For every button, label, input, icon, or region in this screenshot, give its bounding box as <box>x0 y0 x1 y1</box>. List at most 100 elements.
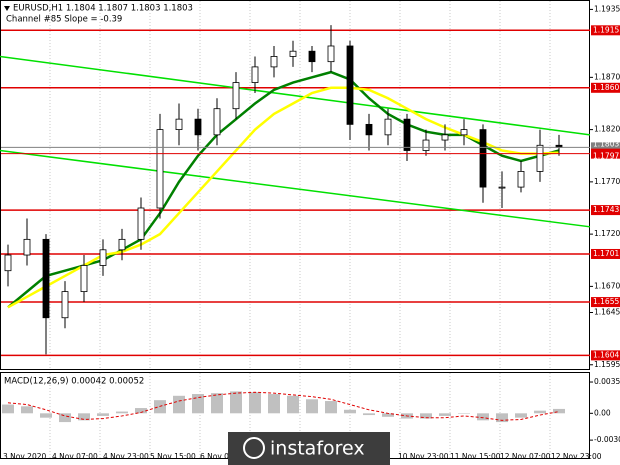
macd-bar <box>249 392 261 414</box>
x-tick-label: 6 Nov 07:00 <box>200 452 246 461</box>
level-label: 1.1860 <box>593 83 619 92</box>
price-label-box <box>591 142 620 153</box>
candle-body <box>289 50 297 57</box>
candle-body <box>137 207 145 240</box>
candle-body <box>270 56 278 68</box>
candle-body <box>403 118 411 151</box>
macd-bar <box>325 401 337 414</box>
macd-bar <box>78 413 90 421</box>
macd-bar <box>553 408 565 414</box>
candle-body <box>213 108 221 136</box>
channel-line <box>0 149 591 228</box>
level-label-box <box>591 297 620 308</box>
macd-bar <box>458 413 470 414</box>
level-label: 1.1604 <box>593 350 619 359</box>
macd-signal <box>7 391 560 421</box>
macd-bar <box>116 411 128 414</box>
candle-body <box>118 238 126 251</box>
candle-body <box>61 291 69 319</box>
macd-y-tick-label: -0.00306 <box>594 435 620 444</box>
price-label: 1.1797 <box>593 152 619 161</box>
macd-bar <box>230 391 242 414</box>
level-label: 1.1701 <box>593 249 619 258</box>
chart-title: EURUSD,H1 1.1804 1.1807 1.1803 1.1803 <box>13 4 193 14</box>
price-label: 1.1803 <box>593 139 619 148</box>
macd-bar <box>363 413 375 416</box>
macd-bar <box>382 413 394 417</box>
candle-body <box>422 139 430 151</box>
level-label-box <box>591 205 620 216</box>
x-tick-label: 3 Nov 2020 <box>3 452 46 461</box>
x-tick-label: 5 Nov 15:00 <box>150 452 196 461</box>
y-tick-label: 1.1770 <box>594 177 620 186</box>
macd-bar <box>306 399 318 414</box>
level-label: 1.1655 <box>593 297 619 306</box>
macd-bar <box>97 413 109 416</box>
macd-bar <box>420 413 432 419</box>
candle-body <box>80 265 88 293</box>
candle-body <box>346 45 354 125</box>
x-tick-label: 4 Nov 23:00 <box>103 452 149 461</box>
candle-body <box>42 238 50 319</box>
y-tick-label: 1.1870 <box>594 72 620 81</box>
macd-bar <box>192 394 204 414</box>
macd-bar <box>344 409 356 414</box>
candle-body <box>517 171 525 188</box>
candle-body <box>4 254 12 272</box>
macd-bar <box>496 413 508 423</box>
candle-body <box>194 118 202 136</box>
x-tick-label: 4 Nov 07:00 <box>52 452 98 461</box>
level-label-box <box>591 248 620 259</box>
y-tick-label: 1.1820 <box>594 125 620 134</box>
x-tick-label: 12 Nov 23:00 <box>551 452 602 461</box>
y-tick-label: 1.1645 <box>594 308 620 317</box>
x-tick-label: 11 Nov 15:00 <box>450 452 501 461</box>
candle-body <box>536 144 544 172</box>
macd-bar <box>534 410 546 414</box>
macd-title: MACD(12,26,9) 0.00042 0.00052 <box>4 377 144 387</box>
candle-body <box>99 249 107 266</box>
candle-body <box>23 238 31 256</box>
candle-body <box>232 82 240 110</box>
candle-body <box>441 134 449 141</box>
level-label-box <box>591 350 620 361</box>
macd-bar <box>59 413 71 423</box>
chart-subtitle: Channel #85 Slope = -0.39 <box>6 15 122 25</box>
y-tick-label: 1.1720 <box>594 229 620 238</box>
macd-bar <box>211 393 223 414</box>
candle-body <box>251 66 259 83</box>
macd-y-tick-label: 0.00357 <box>594 377 620 386</box>
macd-bar <box>287 395 299 414</box>
macd-bar <box>515 413 527 418</box>
macd-bar <box>21 406 33 414</box>
watermark-logo <box>243 437 265 459</box>
y-tick-label: 1.1595 <box>594 360 620 369</box>
macd-bar <box>173 395 185 414</box>
macd-bar <box>268 394 280 414</box>
symbol-marker <box>4 6 10 11</box>
macd-bar <box>2 404 14 414</box>
macd-y-tick-label: 0.00 <box>594 408 611 417</box>
y-tick-label: 1.1670 <box>594 281 620 290</box>
macd-bar <box>135 408 147 414</box>
x-tick-label: 12 Nov 07:00 <box>500 452 551 461</box>
candle-body <box>365 123 373 136</box>
macd-bar <box>477 413 489 421</box>
y-tick-label: 1.1935 <box>594 4 620 13</box>
candle-body <box>156 129 164 209</box>
main-panel <box>0 0 590 370</box>
level-label: 1.1915 <box>593 25 619 34</box>
level-label: 1.1743 <box>593 205 619 214</box>
x-tick-label: 10 Nov 23:00 <box>398 452 449 461</box>
candle-body <box>308 50 316 63</box>
channel-line <box>0 55 591 136</box>
macd-bar <box>439 413 451 416</box>
level-label-box <box>591 25 620 36</box>
level-label-box <box>591 82 620 93</box>
candle-body <box>479 129 487 188</box>
candle-body <box>498 186 506 189</box>
price-label-box <box>591 148 620 159</box>
candle-body <box>460 129 468 136</box>
macd-bar <box>40 413 52 418</box>
